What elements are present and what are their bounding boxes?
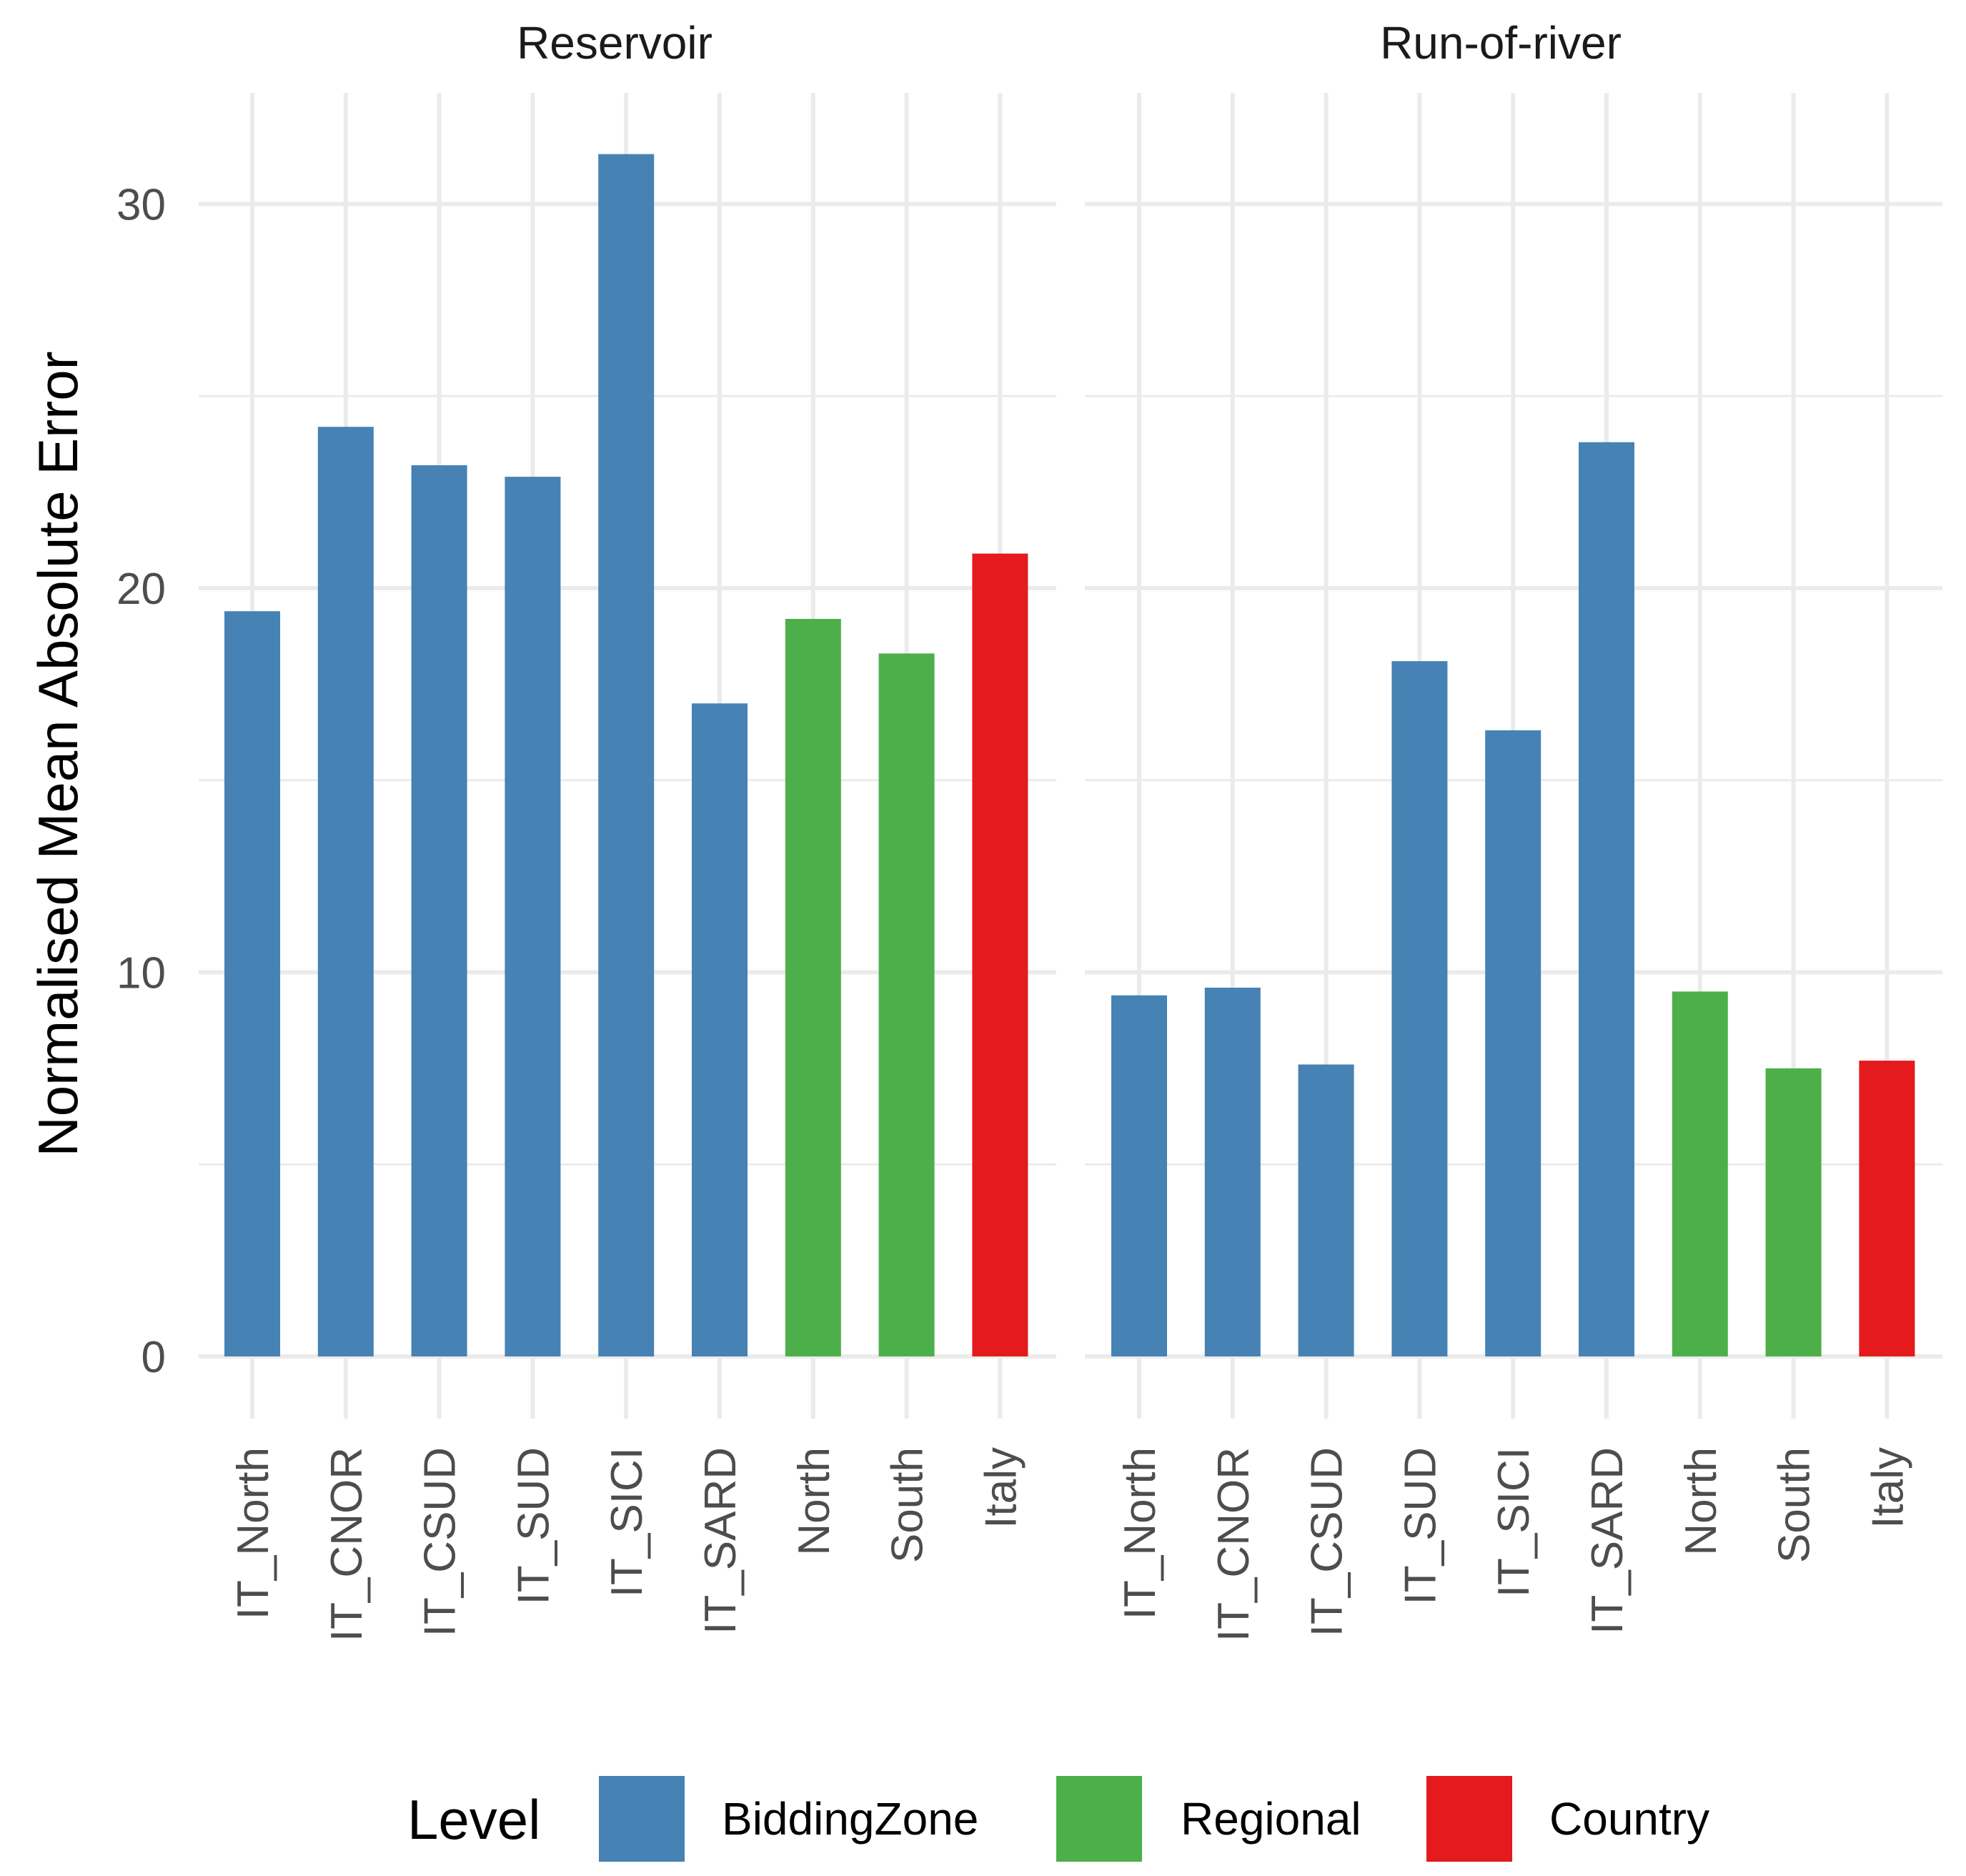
bar-it-cnor [317, 427, 374, 1356]
x-tick-label: IT_CNOR [1209, 1447, 1258, 1642]
bar-italy [972, 553, 1028, 1356]
x-tick-label: IT_CSUD [1303, 1447, 1352, 1637]
bar-it-sard [1579, 442, 1634, 1356]
x-tick-label: Italy [976, 1447, 1026, 1529]
y-tick-label: 0 [142, 1333, 166, 1382]
bar-it-sard [692, 703, 748, 1356]
legend-item-regional: Regional [1056, 1776, 1361, 1862]
x-tick-label: IT_North [229, 1447, 278, 1619]
legend: Level BiddingZone Regional Country [407, 1776, 1709, 1862]
x-tick-label: IT_SUD [509, 1447, 558, 1604]
bar-it-north [1111, 995, 1167, 1356]
x-tick-label: IT_SARD [696, 1447, 745, 1634]
bar-north [1672, 991, 1728, 1356]
bar-it-csud [1298, 1064, 1354, 1356]
x-tick-label: North [790, 1447, 839, 1556]
legend-key [1056, 1776, 1142, 1862]
legend-label: Regional [1181, 1793, 1361, 1845]
bar-it-cnor [1204, 988, 1261, 1356]
y-tick-label: 10 [116, 949, 166, 998]
bar-it-north [224, 611, 280, 1356]
x-tick-label: IT_SICI [1489, 1447, 1539, 1597]
legend-label: Country [1549, 1793, 1709, 1845]
panel-title: Reservoir [517, 17, 713, 69]
panel-run-of-river: Run-of-river IT_North IT_CNOR IT_CSUD IT_SUD… [1085, 17, 1942, 1642]
x-tick-label: North [1677, 1447, 1726, 1556]
panel-reservoir: Reservoir IT_North IT_CNOR IT_CSUD IT_SUD IT_… [199, 17, 1056, 1642]
x-tick-label: Italy [1863, 1447, 1912, 1529]
x-tick-label: IT_CNOR [322, 1447, 372, 1642]
y-axis: 0 10 20 30 [116, 181, 166, 1383]
x-tick-label: IT_CSUD [416, 1447, 465, 1637]
bar-it-sud [1391, 661, 1448, 1356]
legend-item-biddingzone: BiddingZone [599, 1776, 978, 1862]
bar-italy [1859, 1061, 1915, 1356]
legend-key [1426, 1776, 1512, 1862]
legend-label: BiddingZone [722, 1793, 978, 1845]
legend-item-country: Country [1426, 1776, 1709, 1862]
x-tick-label: South [1770, 1447, 1819, 1563]
x-tick-label: IT_SICI [602, 1447, 652, 1597]
x-tick-label: South [883, 1447, 933, 1563]
y-axis-label: Normalised Mean Absolute Error [26, 351, 89, 1156]
bar-it-sici [1485, 730, 1541, 1356]
y-tick-label: 30 [116, 181, 166, 230]
bar-it-csud [411, 465, 467, 1356]
x-tick-label: IT_SUD [1396, 1447, 1445, 1604]
bar-south [1765, 1068, 1822, 1356]
bar-north [785, 619, 841, 1356]
legend-key [599, 1776, 685, 1862]
bar-it-sud [505, 477, 561, 1356]
x-tick-label: IT_SARD [1583, 1447, 1632, 1634]
x-tick-label: IT_North [1116, 1447, 1165, 1619]
y-tick-label: 20 [116, 565, 166, 614]
bar-it-sici [598, 154, 655, 1356]
chart-panels: Reservoir IT_North IT_CNOR IT_CSUD IT_SUD IT_… [199, 17, 1942, 1642]
bar-south [878, 653, 935, 1356]
panel-title: Run-of-river [1380, 17, 1622, 69]
legend-title: Level [407, 1788, 540, 1851]
